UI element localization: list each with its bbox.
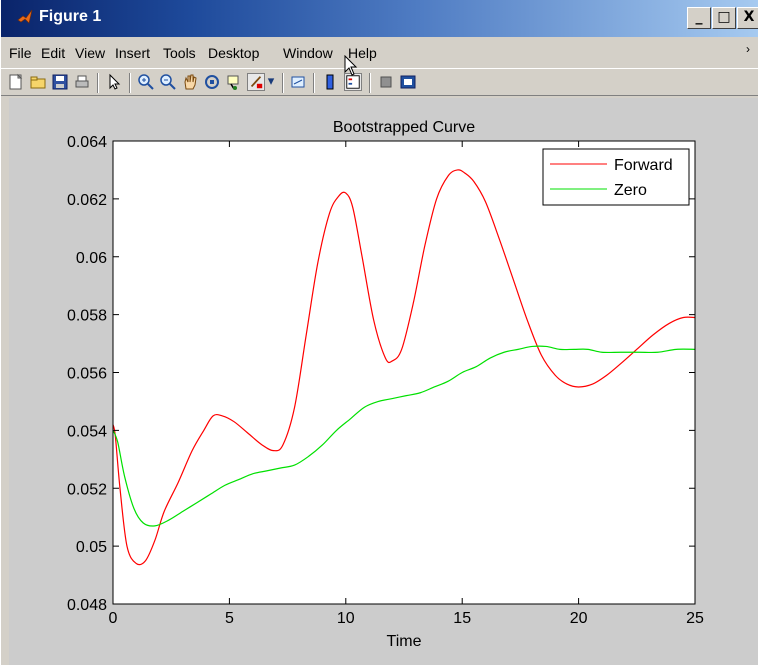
x-tick-label: 0 — [109, 610, 118, 627]
menu-desktop[interactable]: Desktop — [208, 45, 260, 61]
y-tick-label: 0.05 — [76, 539, 107, 556]
menu-view[interactable]: View — [75, 45, 106, 61]
show-plot-tools-icon[interactable] — [399, 73, 417, 91]
close-button[interactable]: X — [737, 7, 758, 29]
maximize-button[interactable]: □ — [712, 7, 736, 29]
menu-window[interactable]: Window — [283, 45, 333, 61]
zero-series-line[interactable] — [112, 345, 696, 527]
print-icon[interactable] — [73, 73, 91, 91]
x-axis-label: Time — [387, 633, 422, 650]
chart-title: Bootstrapped Curve — [333, 119, 475, 136]
brush-icon[interactable] — [247, 73, 265, 91]
data-cursor-icon[interactable] — [225, 73, 243, 91]
x-tick-label: 10 — [337, 610, 355, 627]
pointer-icon[interactable] — [105, 73, 123, 91]
forward-series-line[interactable] — [112, 169, 696, 566]
zoom-in-icon[interactable] — [137, 73, 155, 91]
legend-icon[interactable] — [344, 73, 362, 91]
menu-edit[interactable]: Edit — [41, 45, 66, 61]
y-tick-label: 0.064 — [67, 134, 107, 151]
link-plot-icon[interactable] — [290, 73, 308, 91]
rotate-3d-icon[interactable] — [203, 73, 221, 91]
open-file-icon[interactable] — [29, 73, 47, 91]
menu-overflow-icon[interactable]: › — [746, 42, 750, 56]
y-tick-label: 0.058 — [67, 308, 107, 325]
mouse-cursor-icon — [344, 55, 358, 76]
ticks-layer: 0 5 10 15 20 25 0.048 0.05 0.052 0.054 0.056 0.058 0… — [67, 134, 704, 627]
toolbar-separator — [97, 73, 99, 93]
y-tick-label: 0.056 — [67, 366, 107, 383]
title-bar[interactable]: Figure 1 _ □ X — [1, 0, 758, 37]
toolbar-separator — [282, 73, 284, 93]
y-tick-label: 0.048 — [67, 597, 107, 614]
x-tick-label: 5 — [225, 610, 234, 627]
new-figure-icon[interactable] — [7, 73, 25, 91]
legend-box — [542, 148, 690, 206]
toolbar-separator — [369, 73, 371, 93]
pan-hand-icon[interactable] — [181, 73, 199, 91]
toolbar-separator — [313, 73, 315, 93]
menu-tools[interactable]: Tools — [163, 45, 196, 61]
menu-bar: File Edit View Insert Tools Desktop Wind… — [1, 40, 758, 64]
menu-file[interactable]: File — [9, 45, 32, 61]
toolbar-separator — [129, 73, 131, 93]
brush-dropdown-icon[interactable]: ▾ — [267, 74, 275, 89]
hide-plot-tools-icon[interactable] — [377, 73, 395, 91]
x-tick-label: 25 — [686, 610, 704, 627]
save-icon[interactable] — [51, 73, 69, 91]
window-title: Figure 1 — [39, 8, 102, 25]
legend-zero-label: Zero — [614, 182, 647, 199]
minimize-button[interactable]: _ — [687, 7, 711, 29]
menu-insert[interactable]: Insert — [115, 45, 151, 61]
y-tick-label: 0.052 — [67, 481, 107, 498]
y-tick-label: 0.06 — [76, 250, 107, 267]
zoom-out-icon[interactable] — [159, 73, 177, 91]
figure-toolbar: ▾ — [1, 68, 758, 96]
series-layer — [112, 169, 696, 566]
y-tick-label: 0.062 — [67, 192, 107, 209]
legend-forward-label: Forward — [614, 157, 673, 174]
matlab-logo-icon — [17, 9, 33, 24]
legend[interactable]: Forward Zero — [542, 148, 690, 206]
x-tick-label: 15 — [453, 610, 471, 627]
y-tick-label: 0.054 — [67, 423, 107, 440]
axes-background[interactable] — [113, 141, 695, 604]
colorbar-icon[interactable] — [321, 73, 339, 91]
x-tick-label: 20 — [570, 610, 588, 627]
menu-help[interactable]: Help — [348, 45, 377, 61]
